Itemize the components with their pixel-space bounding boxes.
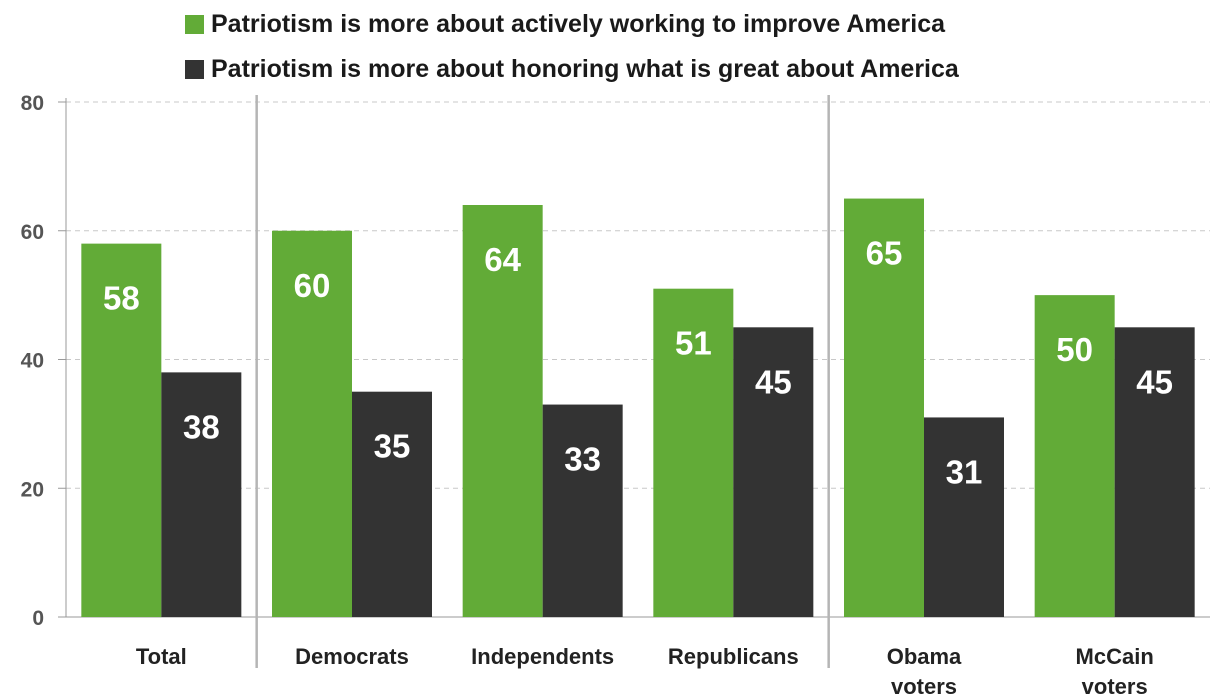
data-label: 65 [866,235,903,272]
bar [352,391,432,617]
data-label: 35 [374,428,411,465]
category-label: Democrats [295,644,409,669]
bar [733,327,814,617]
category-label: Republicans [668,644,799,669]
data-label: 45 [755,363,792,400]
legend-label: Patriotism is more about honoring what i… [211,55,959,83]
y-tick-label: 60 [21,221,44,244]
bar [272,230,352,617]
data-label: 60 [294,267,331,304]
bar [653,288,734,617]
data-label: 38 [183,408,220,445]
bar [161,372,242,617]
data-label: 33 [564,441,601,478]
data-label: 50 [1056,331,1093,368]
y-tick-label: 40 [21,350,44,373]
bar [462,205,543,617]
category-label: McCain [1076,644,1154,669]
legend-label: Patriotism is more about actively workin… [211,10,946,38]
category-label: Independents [471,644,614,669]
y-tick-label: 80 [21,92,44,115]
category-label: Total [136,644,187,669]
y-tick-label: 20 [21,478,44,501]
legend-swatch-green [185,15,204,34]
y-tick-label: 0 [32,607,44,630]
bar [1114,327,1195,617]
data-label: 45 [1136,363,1173,400]
data-label: 64 [484,241,521,278]
legend-item-honor: Patriotism is more about honoring what i… [185,55,959,84]
category-label: voters [1082,674,1148,696]
bar [542,404,623,617]
data-label: 58 [103,280,140,317]
category-label: voters [891,674,957,696]
bar [924,417,1004,617]
data-label: 51 [675,325,712,362]
legend-swatch-dark [185,60,204,79]
data-label: 31 [946,453,983,490]
bar [844,198,924,617]
bar [1034,295,1115,617]
legend-item-improve: Patriotism is more about actively workin… [185,10,945,39]
category-label: Obama [887,644,962,669]
bar [81,243,162,617]
